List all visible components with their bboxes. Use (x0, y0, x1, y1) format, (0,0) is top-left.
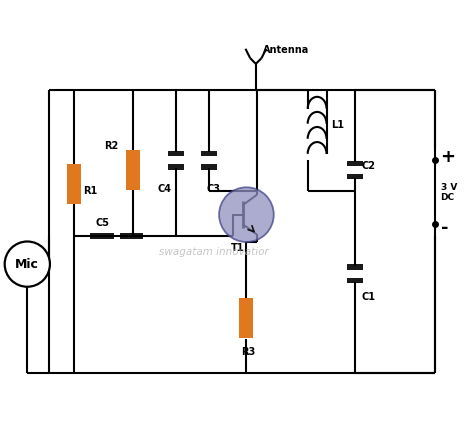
Text: R3: R3 (241, 347, 255, 357)
Text: Mic: Mic (15, 258, 39, 271)
Bar (120, 233, 144, 239)
Bar (347, 161, 363, 166)
Bar (201, 164, 217, 170)
Bar (239, 298, 254, 339)
Text: Antenna: Antenna (263, 45, 309, 55)
Bar (347, 278, 363, 283)
Text: swagatam innovatior: swagatam innovatior (159, 247, 268, 257)
Bar (201, 151, 217, 156)
Bar (126, 150, 140, 190)
Text: L1: L1 (331, 120, 344, 130)
Bar (347, 174, 363, 179)
Bar (67, 164, 82, 204)
Bar (90, 233, 114, 239)
Text: C3: C3 (206, 184, 220, 194)
Text: -: - (440, 219, 448, 237)
Text: C5: C5 (96, 218, 109, 228)
Text: R2: R2 (104, 141, 118, 151)
Text: 3 V
DC: 3 V DC (440, 183, 457, 202)
Text: T1: T1 (231, 243, 245, 253)
Bar (168, 151, 184, 156)
Bar (168, 164, 184, 170)
Bar (347, 264, 363, 270)
Text: +: + (440, 148, 456, 166)
Circle shape (219, 187, 274, 242)
Text: C1: C1 (362, 292, 376, 302)
Circle shape (5, 241, 50, 287)
Text: C4: C4 (158, 184, 172, 194)
Text: C2: C2 (362, 161, 376, 171)
Text: R1: R1 (83, 186, 97, 196)
